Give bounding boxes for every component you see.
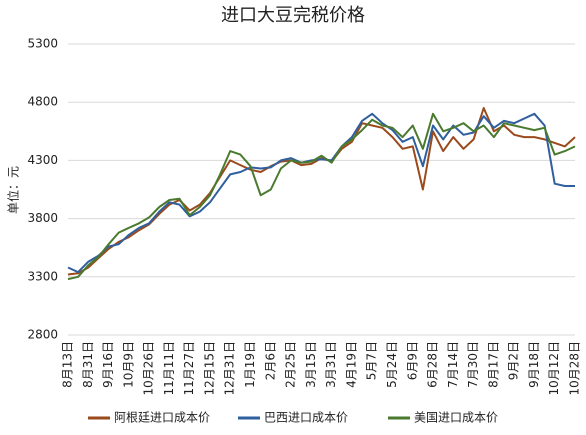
y-tick-label: 4800 <box>27 95 58 109</box>
x-tick-label: 9月2日 <box>507 341 521 380</box>
x-tick-label: 2月25日 <box>284 341 298 388</box>
chart-title: 进口大豆完税价格 <box>221 5 365 26</box>
x-tick-label: 10月28日 <box>568 341 582 396</box>
x-tick-label: 9月16日 <box>101 341 115 388</box>
y-tick-label: 2800 <box>27 328 58 342</box>
x-tick-label: 6月9日 <box>405 341 419 380</box>
x-tick-label: 10月9日 <box>121 341 135 388</box>
line-series <box>67 107 576 276</box>
x-tick-label: 1月19日 <box>243 341 257 388</box>
x-tick-label: 7月30日 <box>466 341 480 388</box>
x-tick-label: 12月31日 <box>223 341 237 396</box>
x-tick-label: 12月15日 <box>202 341 216 396</box>
x-tick-label: 4月19日 <box>344 341 358 388</box>
y-axis-label: 单位：元 <box>6 166 21 214</box>
x-tick-label: 2月6日 <box>263 341 277 380</box>
x-tick-label: 11月11日 <box>162 341 176 396</box>
x-tick-label: 6月28日 <box>426 341 440 388</box>
y-tick-label: 4300 <box>27 153 58 167</box>
x-tick-label: 5月7日 <box>365 341 379 380</box>
y-tick-label: 3800 <box>27 211 58 225</box>
x-tick-label: 11月27日 <box>182 341 196 396</box>
x-tick-label: 8月13日 <box>61 341 75 388</box>
x-tick-label: 9月18日 <box>527 341 541 388</box>
x-tick-label: 5月24日 <box>385 341 399 388</box>
x-tick-label: 8月17日 <box>486 341 500 388</box>
y-tick-label: 5300 <box>27 37 58 51</box>
x-tick-label: 10月12日 <box>547 341 561 396</box>
y-tick-label: 3300 <box>27 269 58 283</box>
line-series <box>67 112 576 281</box>
line-series <box>67 112 575 274</box>
x-tick-label: 3月15日 <box>304 341 318 388</box>
x-tick-label: 10月26日 <box>142 341 156 396</box>
x-tick-label: 7月14日 <box>446 341 460 388</box>
legend-label: 阿根廷进口成本价 <box>114 411 210 425</box>
legend-label: 美国进口成本价 <box>414 411 498 425</box>
legend-label: 巴西进口成本价 <box>264 411 348 425</box>
x-tick-label: 8月31日 <box>81 341 95 388</box>
x-tick-label: 3月31日 <box>324 341 338 388</box>
